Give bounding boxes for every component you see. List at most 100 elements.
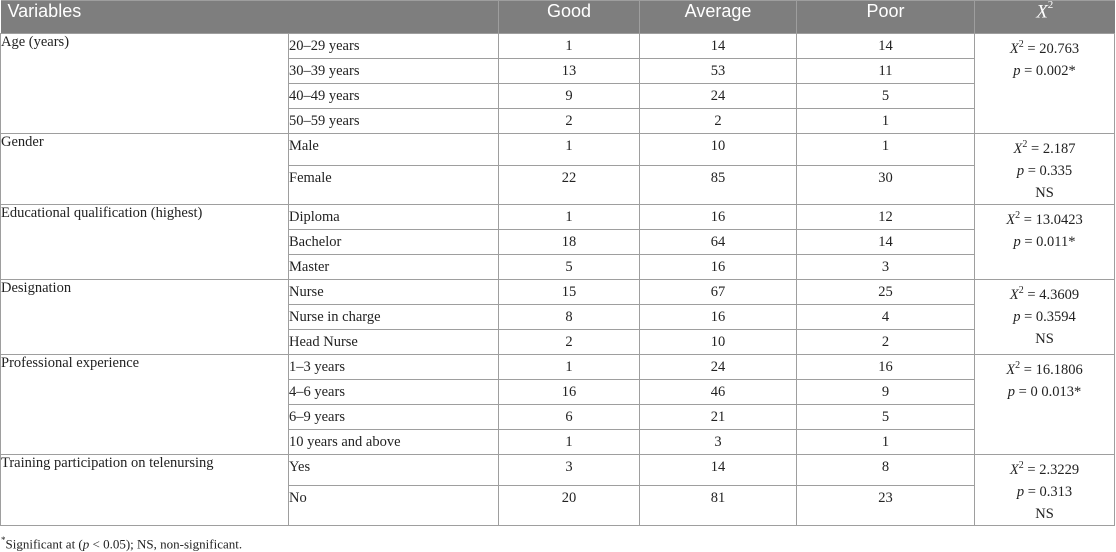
category-label: Master [288,253,499,280]
average-count: 16 [639,203,797,230]
table-row: 6–9 years 6 21 5 [1,403,1115,430]
variable-name: Educational qualification (highest) [0,203,289,280]
header-average: Average [639,0,797,34]
poor-count: 5 [796,83,975,109]
header-good: Good [498,0,640,34]
variable-name: Designation [0,278,289,355]
category-label: Male [288,133,499,166]
significance-label: NS [1035,505,1054,522]
average-count: 2 [639,108,797,134]
chi-square-result: X2 = 16.1806 p = 0 0.013* [974,353,1115,455]
good-count: 5 [498,253,640,280]
variable-name: Training participation on telenursing [0,453,289,526]
average-count: 3 [639,428,797,455]
category-label: 10 years and above [288,428,499,455]
good-count: 2 [498,328,640,355]
category-label: Yes [288,453,499,487]
good-count: 8 [498,303,640,330]
poor-count: 3 [796,253,975,280]
table-row: Bachelor 18 64 14 [1,228,1115,255]
poor-count: 16 [796,353,975,380]
table-row: Age (years) 20–29 years 1 14 14 X2 = 20.763 p … [0,33,1115,134]
table-row: Designation Nurse 15 67 25 X2 = 4.3609 p = 0.3… [0,278,1115,355]
good-count: 1 [498,428,640,455]
chi-square-result: X2 = 2.3229 p = 0.313 NS [974,453,1115,526]
average-count: 53 [639,58,797,84]
category-label: Diploma [288,203,499,230]
table-row: Female 22 85 30 [1,164,1115,205]
p-value: p = 0 0.013* [1007,383,1082,400]
category-label: 20–29 years [288,33,499,59]
average-count: 10 [639,328,797,355]
average-count: 24 [639,353,797,380]
chi-square-result: X2 = 13.0423 p = 0.011* [974,203,1115,280]
category-label: 50–59 years [288,108,499,134]
average-count: 64 [639,228,797,255]
average-count: 21 [639,403,797,430]
poor-count: 14 [796,228,975,255]
p-value: p = 0.002* [1013,62,1076,79]
category-label: Bachelor [288,228,499,255]
footnote: *Significant at (p < 0.05); NS, non-sign… [1,535,243,552]
category-label: Nurse [288,278,499,305]
good-count: 13 [498,58,640,84]
average-count: 16 [639,303,797,330]
category-label: 6–9 years [288,403,499,430]
category-label: 4–6 years [288,378,499,405]
good-count: 22 [498,164,640,205]
category-label: 30–39 years [288,58,499,84]
good-count: 6 [498,403,640,430]
category-label: Female [288,164,499,205]
poor-count: 14 [796,33,975,59]
average-count: 16 [639,253,797,280]
poor-count: 23 [796,485,975,526]
poor-count: 11 [796,58,975,84]
significance-label: NS [1035,184,1054,201]
variable-name: Age (years) [0,33,289,134]
average-count: 67 [639,278,797,305]
header-chi-square: X2 [974,0,1115,34]
variable-name: Gender [0,133,289,205]
average-count: 46 [639,378,797,405]
poor-count: 12 [796,203,975,230]
poor-count: 9 [796,378,975,405]
table-row: Educational qualification (highest) Diplo… [0,203,1115,280]
good-count: 2 [498,108,640,134]
results-table: Variables Good Average Poor X2 Age (year… [0,0,1115,526]
chi-square-value: X2 = 2.187 [1013,139,1076,157]
table-row: 40–49 years 9 24 5 [1,83,1115,109]
category-label: Nurse in charge [288,303,499,330]
good-count: 1 [498,203,640,230]
header-variables: Variables [0,0,499,34]
p-value: p = 0.335 [1016,162,1073,179]
category-label: Head Nurse [288,328,499,355]
good-count: 3 [498,453,640,487]
chi-square-value: X2 = 4.3609 [1009,284,1080,303]
good-count: 1 [498,353,640,380]
poor-count: 1 [796,428,975,455]
poor-count: 25 [796,278,975,305]
category-label: 40–49 years [288,83,499,109]
table-row: No 20 81 23 [1,485,1115,526]
table-row: Training participation on telenursing Yes… [0,453,1115,526]
p-value: p = 0.3594 [1013,308,1076,325]
poor-count: 1 [796,133,975,166]
significance-label: NS [1035,330,1054,347]
poor-count: 30 [796,164,975,205]
good-count: 9 [498,83,640,109]
p-value: p = 0.313 [1016,483,1073,500]
chi-square-result: X2 = 20.763 p = 0.002* [974,33,1115,134]
good-count: 16 [498,378,640,405]
poor-count: 2 [796,328,975,355]
good-count: 1 [498,33,640,59]
table-row: Head Nurse 2 10 2 [1,328,1115,355]
p-value: p = 0.011* [1013,233,1076,250]
table-row: 4–6 years 16 46 9 [1,378,1115,405]
average-count: 10 [639,133,797,166]
category-label: No [288,485,499,526]
table-header-row: Variables Good Average Poor X2 [0,0,1115,34]
table-row: Nurse in charge 8 16 4 [1,303,1115,330]
chi-square-value: X2 = 2.3229 [1009,459,1080,478]
chi-square-value: X2 = 16.1806 [1006,359,1083,378]
average-count: 24 [639,83,797,109]
